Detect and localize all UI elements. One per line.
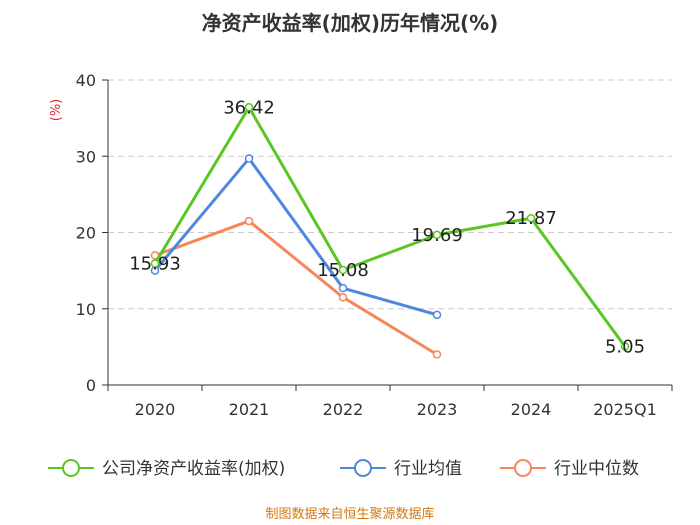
x-tick-label: 2025Q1: [593, 400, 657, 419]
data-label: 21.87: [505, 208, 557, 229]
data-label: 15.08: [317, 260, 369, 281]
chart-title: 净资产收益率(加权)历年情况(%): [202, 11, 499, 35]
y-tick-label: 20: [76, 224, 96, 243]
grid-lines: [108, 79, 672, 310]
y-tick-label: 0: [86, 376, 96, 395]
legend-item-0: 公司净资产收益率(加权): [48, 459, 285, 479]
data-label: 5.05: [605, 336, 645, 357]
legend-marker: [354, 459, 372, 477]
y-tick-label: 40: [76, 71, 96, 90]
series-2: [150, 216, 442, 359]
data-point: [432, 350, 442, 359]
x-tick-label: 2022: [323, 400, 364, 419]
data-point: [338, 293, 348, 302]
y-tick-label: 30: [76, 147, 96, 166]
data-point: [338, 265, 348, 275]
data-point: [150, 259, 160, 268]
data-label: 36.42: [223, 97, 275, 118]
series-0: [150, 103, 630, 351]
data-point: [526, 213, 536, 223]
x-tick-label: 2024: [511, 400, 552, 419]
series-line: [153, 105, 627, 348]
legend-marker: [514, 459, 532, 477]
data-labels: 15.93 36.42 15.08 19.69 21.87 5.05: [129, 97, 645, 357]
series-1: [150, 154, 442, 320]
legend-label: 公司净资产收益率(加权): [102, 459, 285, 479]
source-note: 制图数据来自恒生聚源数据库: [265, 506, 434, 522]
x-tick-label: 2020: [135, 400, 176, 419]
data-point: [244, 154, 254, 163]
series-line: [154, 219, 438, 356]
data-label: 15.93: [129, 254, 181, 275]
series-line: [153, 157, 438, 317]
data-point: [432, 230, 442, 240]
x-tick-label: 2023: [417, 400, 458, 419]
legend-item-1: 行业均值: [340, 459, 462, 479]
legend: 公司净资产收益率(加权) 行业均值 行业中位数: [48, 459, 639, 479]
series-layer: [150, 103, 630, 359]
x-tick-label: 2021: [229, 400, 270, 419]
legend-item-2: 行业中位数: [500, 459, 639, 479]
y-tick-label: 10: [76, 300, 96, 319]
legend-label: 行业中位数: [554, 459, 639, 479]
data-point: [432, 310, 442, 320]
data-point: [244, 103, 254, 112]
data-label: 19.69: [411, 225, 463, 246]
legend-label: 行业均值: [394, 459, 462, 479]
legend-marker: [62, 459, 80, 477]
data-point: [338, 283, 348, 293]
data-point: [620, 342, 630, 351]
data-point: [244, 216, 254, 226]
axes: 0 10 20 30 40 2020 2021 2022 2023 2024 2025Q1: [76, 71, 673, 419]
y-axis-unit: (%): [49, 99, 64, 122]
